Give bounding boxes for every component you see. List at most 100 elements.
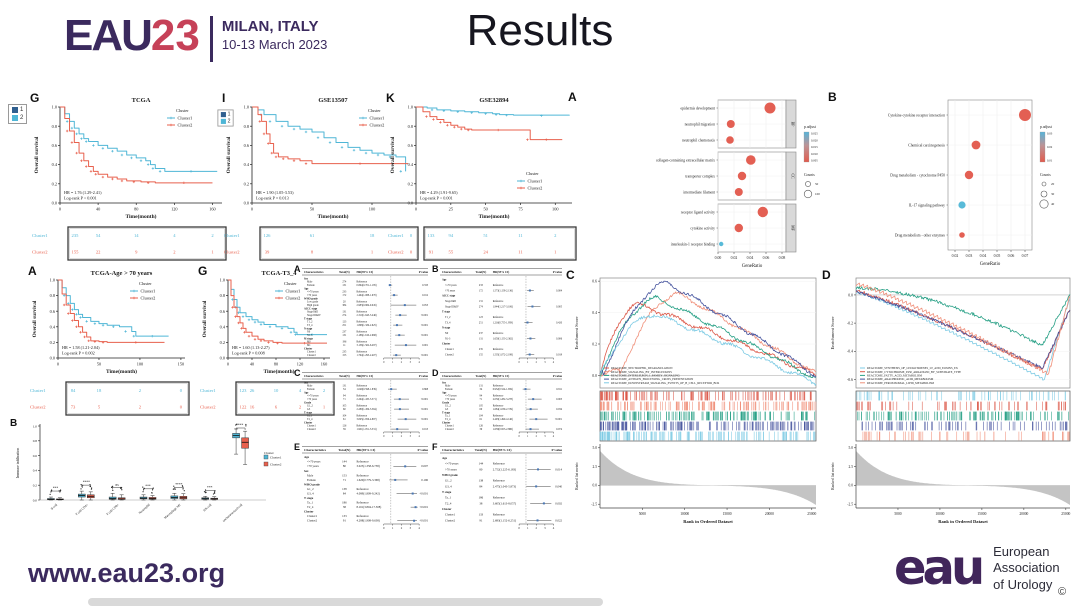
svg-text:***: ***	[207, 486, 213, 490]
svg-text:40: 40	[1051, 202, 1055, 206]
svg-text:HR(95% CI): HR(95% CI)	[493, 448, 512, 452]
svg-text:Cluster2: Cluster2	[445, 518, 456, 522]
svg-text:T1_2: T1_2	[307, 321, 313, 324]
svg-text:0.4: 0.4	[33, 469, 38, 473]
svg-text:Neutrophil: Neutrophil	[138, 503, 151, 515]
svg-text:5.0: 5.0	[593, 446, 598, 450]
svg-text:40: 40	[250, 362, 254, 367]
svg-text:5000: 5000	[639, 512, 646, 516]
svg-text:HR(95% CI): HR(95% CI)	[357, 270, 374, 274]
svg-text:25000: 25000	[807, 512, 816, 516]
logo-divider	[209, 16, 213, 62]
svg-text:0.013: 0.013	[422, 428, 429, 431]
svg-text:T cell CD4+: T cell CD4+	[74, 503, 89, 517]
svg-text:1.684(1.039-2.729): 1.684(1.039-2.729)	[493, 408, 513, 411]
svg-text:Log-rank P = 0.013: Log-rank P = 0.013	[256, 196, 289, 201]
svg-text:N stage: N stage	[304, 327, 313, 330]
svg-text:Ta_1: Ta_1	[445, 415, 451, 418]
panel-forest-a: A Characteristics Total(N) HR(95% CI) P valu…	[294, 264, 430, 366]
svg-text:T cell CD8+: T cell CD8+	[105, 503, 120, 517]
svg-text:0: 0	[383, 526, 385, 530]
svg-text:0.03: 0.03	[966, 254, 973, 258]
svg-text:153: 153	[342, 473, 347, 477]
svg-text:126: 126	[479, 425, 484, 428]
svg-text:epidermis development: epidermis development	[680, 106, 715, 110]
svg-text:235: 235	[342, 351, 347, 354]
svg-text:274: 274	[342, 314, 347, 317]
panel-letter: F	[432, 442, 438, 452]
panel-letter: E	[294, 442, 301, 452]
svg-text:Chemical carcinogenesis: Chemical carcinogenesis	[908, 143, 945, 147]
panel-gsea-down: D 0.0 -0.2 -0.4 -0.6 Enrichment Score REACTOME…	[822, 268, 1078, 534]
svg-text:4: 4	[299, 388, 302, 393]
svg-text:0.00: 0.00	[715, 256, 722, 260]
svg-text:>70 years: >70 years	[445, 467, 458, 471]
svg-text:94: 94	[343, 395, 346, 398]
svg-text:N0: N0	[307, 331, 311, 334]
svg-text:neutrophil chemotaxis: neutrophil chemotaxis	[682, 138, 715, 142]
svg-text:Enrichment Score: Enrichment Score	[574, 316, 579, 349]
svg-text:T stage: T stage	[304, 317, 313, 320]
svg-text:0.015: 0.015	[811, 145, 818, 149]
svg-text:0.8: 0.8	[50, 293, 55, 298]
svg-text:High grade: High grade	[307, 304, 319, 307]
svg-text:GeneRatio: GeneRatio	[980, 262, 1001, 267]
panel-gsea-up: C 0.6 0.4 0.2 0.0 Enrichment Score REACTOME_NE…	[566, 268, 824, 534]
svg-text:4: 4	[553, 526, 555, 530]
svg-text:Log-rank P < 0.001: Log-rank P < 0.001	[64, 196, 97, 201]
svg-text:0.8: 0.8	[52, 124, 57, 129]
svg-text:1.650(1.153-2.362): 1.650(1.153-2.362)	[493, 337, 513, 340]
svg-text:Reference: Reference	[357, 331, 368, 334]
svg-text:0.420: 0.420	[556, 321, 563, 324]
svg-text:Cluster2: Cluster2	[528, 186, 543, 191]
svg-text:Sex: Sex	[304, 381, 309, 384]
svg-text:0.2: 0.2	[220, 340, 225, 345]
panel-letter: C	[566, 268, 575, 282]
svg-text:Overall survival: Overall survival	[390, 136, 396, 173]
svg-text:100: 100	[369, 207, 375, 212]
svg-text:Reference: Reference	[357, 291, 368, 294]
svg-text:0.053: 0.053	[422, 304, 429, 307]
svg-text:T stage: T stage	[442, 311, 451, 314]
svg-text:N stage: N stage	[442, 327, 451, 330]
svg-text:0.6: 0.6	[50, 309, 56, 314]
svg-text:Male: Male	[307, 473, 314, 477]
svg-text:133: 133	[479, 513, 484, 517]
svg-text:71: 71	[343, 478, 347, 482]
svg-text:0: 0	[59, 207, 61, 212]
svg-text:Reference: Reference	[493, 405, 504, 408]
svg-text:Reference: Reference	[493, 284, 504, 287]
svg-text:1.049(0.598-1.839): 1.049(0.598-1.839)	[357, 388, 377, 391]
svg-text:Time(month): Time(month)	[478, 213, 509, 220]
svg-text:Cluster: Cluster	[176, 108, 189, 113]
svg-text:2: 2	[401, 361, 403, 364]
svg-text:Cluster: Cluster	[442, 343, 451, 346]
svg-text:1.0: 1.0	[220, 278, 225, 283]
svg-text:0.2: 0.2	[408, 181, 413, 186]
svg-text:2: 2	[139, 404, 142, 409]
svg-text:Cluster: Cluster	[526, 171, 539, 176]
svg-text:4: 4	[173, 233, 176, 238]
svg-text:91: 91	[479, 518, 483, 522]
svg-text:transporter complex: transporter complex	[685, 174, 715, 178]
svg-text:T2_4: T2_4	[445, 418, 451, 421]
svg-text:50: 50	[815, 182, 819, 186]
svg-text:0.6: 0.6	[33, 454, 38, 458]
svg-text:Characteristics: Characteristics	[442, 270, 462, 274]
svg-text:N1-3: N1-3	[307, 334, 313, 337]
svg-text:237: 237	[479, 332, 484, 335]
svg-text:<0.001: <0.001	[421, 324, 429, 327]
svg-text:2: 2	[536, 435, 538, 438]
svg-text:REACTOME_NEUTROPHIL_DEGRANULAT: REACTOME_NEUTROPHIL_DEGRANULATION	[611, 366, 673, 370]
svg-text:Reference: Reference	[357, 425, 368, 428]
svg-text:TCGA-T3_4: TCGA-T3_4	[261, 270, 297, 277]
svg-text:Cluster2: Cluster2	[224, 249, 240, 254]
svg-text:186: 186	[479, 496, 484, 500]
svg-text:50: 50	[483, 207, 487, 212]
svg-text:G3_4: G3_4	[445, 484, 452, 488]
panel-letter: A	[294, 264, 301, 274]
svg-text:Sex: Sex	[304, 277, 309, 280]
svg-text:Reference: Reference	[357, 415, 368, 418]
svg-text:HR(95% CI): HR(95% CI)	[493, 270, 510, 274]
svg-text:Cluster: Cluster	[442, 507, 452, 511]
